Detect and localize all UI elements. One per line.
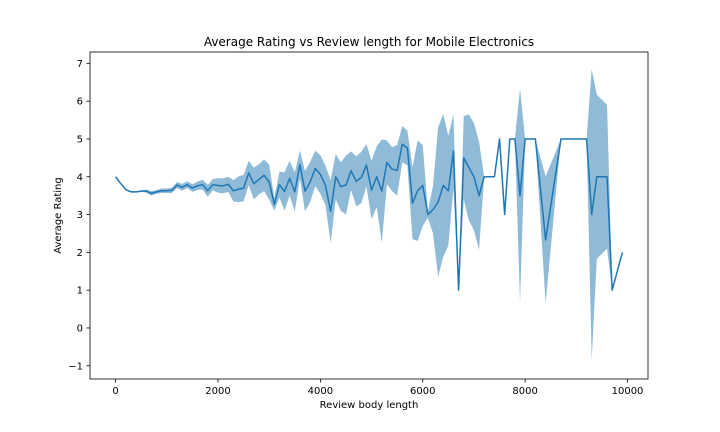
y-tick-label: 0: [77, 323, 83, 334]
y-axis-label: Average Rating: [53, 177, 64, 253]
y-tick-label: 6: [77, 97, 83, 108]
chart-title: Average Rating vs Review length for Mobi…: [204, 35, 534, 49]
y-tick-label: 7: [77, 59, 83, 70]
mean-rating-line: [115, 138, 624, 291]
x-tick-label: 2000: [205, 386, 230, 397]
y-tick-label: 4: [77, 172, 83, 183]
x-tick-label: 8000: [512, 386, 537, 397]
y-tick-label: 1: [77, 286, 83, 297]
x-tick-label: 0: [112, 386, 118, 397]
confidence-band: [115, 69, 623, 361]
plot-area: [89, 51, 649, 380]
x-axis-label: Review body length: [320, 400, 419, 411]
axes-frame: [89, 51, 649, 380]
x-axis-ticks: 0 2000 4000 6000 8000 10000: [112, 379, 643, 397]
x-tick-label: 10000: [612, 386, 644, 397]
x-tick-label: 6000: [410, 386, 435, 397]
y-tick-label: 5: [77, 134, 83, 145]
x-tick-label: 4000: [308, 386, 333, 397]
y-tick-label: −1: [68, 361, 83, 372]
y-tick-label: 3: [77, 210, 83, 221]
y-axis-ticks: −1 0 1 2 3 4 5 6 7: [68, 59, 90, 372]
y-tick-label: 2: [77, 248, 83, 259]
